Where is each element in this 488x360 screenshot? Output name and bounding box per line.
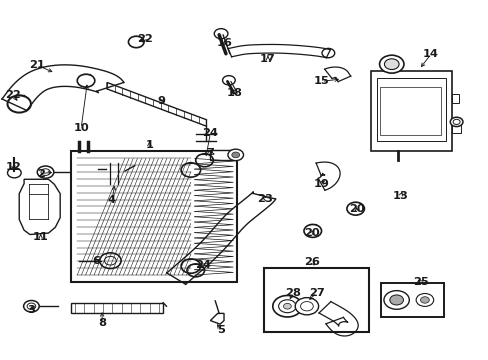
Text: 27: 27 xyxy=(308,288,324,298)
Circle shape xyxy=(222,76,235,85)
Text: 17: 17 xyxy=(260,54,275,64)
Circle shape xyxy=(449,117,462,127)
Text: 12: 12 xyxy=(6,162,21,172)
Text: 8: 8 xyxy=(98,319,106,328)
Bar xyxy=(451,123,460,134)
Circle shape xyxy=(415,293,433,306)
Text: 18: 18 xyxy=(226,88,242,98)
Bar xyxy=(379,87,440,135)
Circle shape xyxy=(100,253,121,269)
Circle shape xyxy=(322,48,334,58)
Text: 1: 1 xyxy=(145,140,153,150)
Circle shape xyxy=(283,303,291,309)
Polygon shape xyxy=(107,82,206,126)
Bar xyxy=(264,268,368,332)
Circle shape xyxy=(295,298,318,315)
Text: 20: 20 xyxy=(348,204,364,215)
Text: 9: 9 xyxy=(157,96,165,106)
Text: 22: 22 xyxy=(5,90,20,100)
Bar xyxy=(370,71,451,151)
Text: 26: 26 xyxy=(303,257,319,267)
Circle shape xyxy=(272,296,302,317)
Text: 28: 28 xyxy=(285,288,301,298)
Bar xyxy=(105,163,125,184)
Polygon shape xyxy=(210,314,224,324)
Text: 21: 21 xyxy=(29,60,45,70)
Bar xyxy=(71,151,237,282)
Bar xyxy=(376,78,445,140)
Polygon shape xyxy=(19,179,60,234)
Text: 25: 25 xyxy=(412,277,428,287)
Circle shape xyxy=(227,149,243,161)
Bar xyxy=(451,94,458,103)
Text: 24: 24 xyxy=(202,129,218,138)
Circle shape xyxy=(379,55,403,73)
Text: 20: 20 xyxy=(304,228,319,238)
Text: 11: 11 xyxy=(33,232,48,242)
Circle shape xyxy=(383,291,408,309)
Text: 15: 15 xyxy=(313,76,329,86)
Bar xyxy=(380,283,444,317)
Text: 13: 13 xyxy=(392,191,407,201)
Circle shape xyxy=(278,300,296,313)
Circle shape xyxy=(7,168,21,178)
Circle shape xyxy=(23,301,39,312)
Text: 22: 22 xyxy=(136,35,152,44)
Text: 2: 2 xyxy=(37,168,44,179)
Bar xyxy=(210,150,234,159)
Text: 4: 4 xyxy=(108,195,116,206)
Text: 10: 10 xyxy=(73,123,89,133)
Circle shape xyxy=(300,302,313,311)
Circle shape xyxy=(420,297,428,303)
Text: 7: 7 xyxy=(206,148,214,158)
Circle shape xyxy=(384,59,398,69)
Text: 23: 23 xyxy=(257,194,272,204)
Circle shape xyxy=(214,29,227,39)
Circle shape xyxy=(231,152,239,158)
Text: 24: 24 xyxy=(195,260,210,270)
Bar xyxy=(71,303,163,313)
Circle shape xyxy=(389,295,403,305)
Text: 19: 19 xyxy=(313,179,329,189)
Text: 16: 16 xyxy=(217,38,232,48)
Text: 5: 5 xyxy=(217,325,224,335)
Text: 6: 6 xyxy=(92,256,100,266)
Circle shape xyxy=(37,166,54,178)
Text: 14: 14 xyxy=(422,49,438,59)
Text: 3: 3 xyxy=(27,305,35,315)
